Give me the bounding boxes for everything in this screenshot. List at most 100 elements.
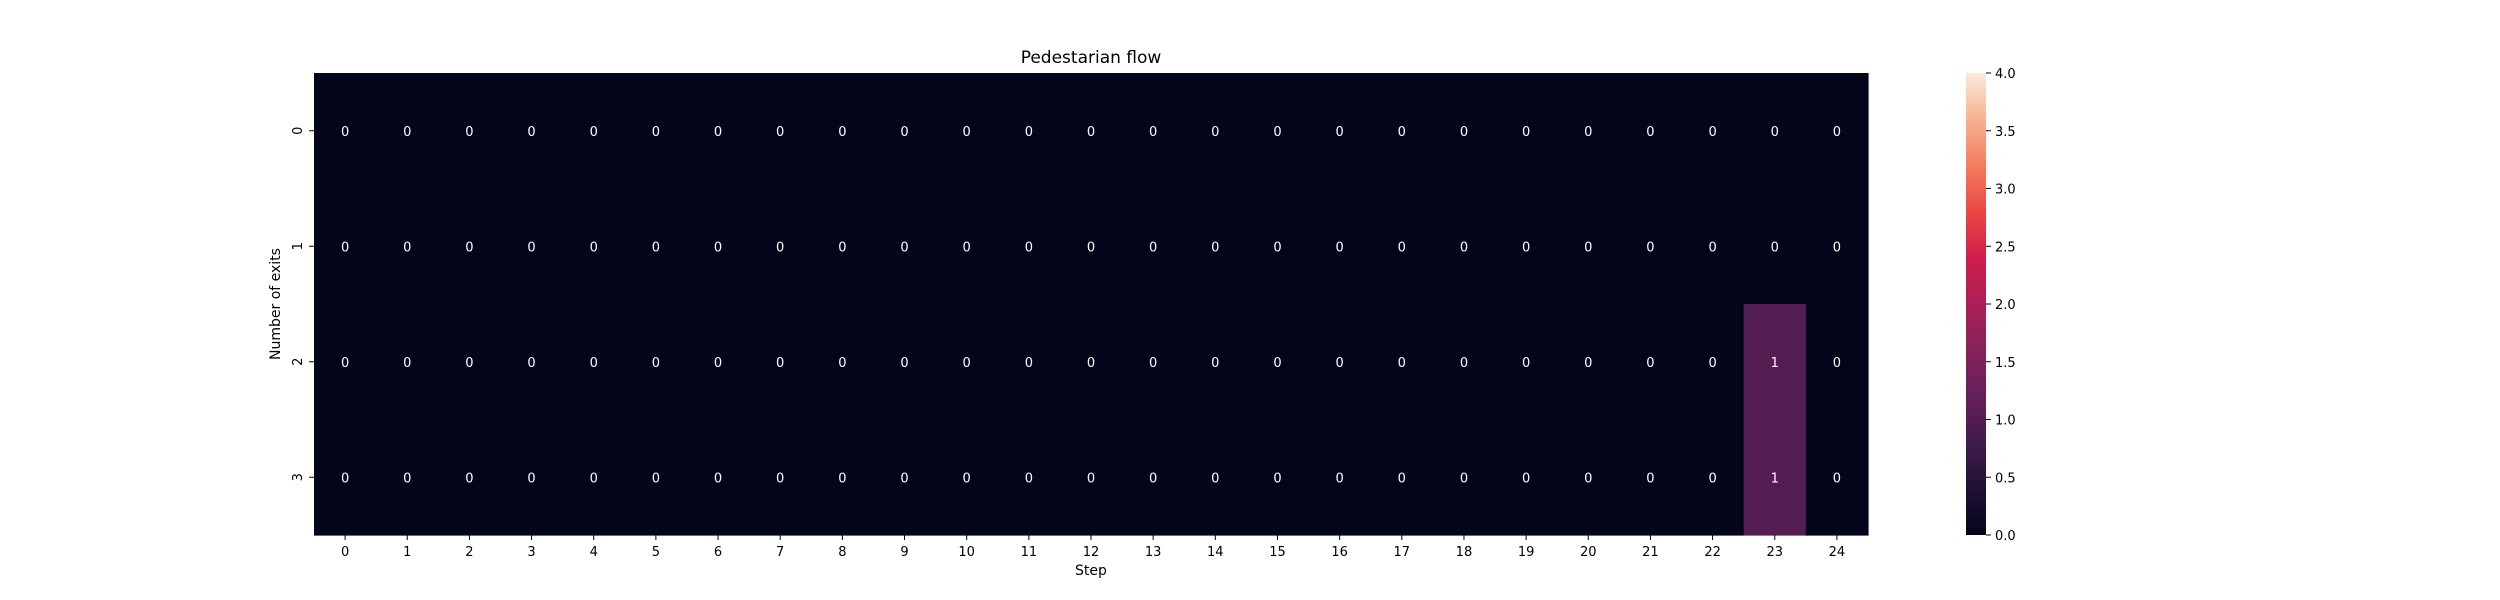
cell-value-label: 0 (1522, 240, 1530, 255)
cell-value-label: 0 (1087, 356, 1095, 371)
cell-value-label: 0 (527, 125, 535, 140)
cell-value-label: 0 (1273, 240, 1281, 255)
cell-value-label: 0 (1398, 125, 1406, 140)
heatmap-cell (1432, 73, 1496, 190)
heatmap-cell (376, 73, 439, 190)
heatmap-cell (1059, 419, 1123, 536)
cell-value-label: 0 (714, 240, 722, 255)
cell-value-label: 0 (838, 471, 846, 486)
cell-value-label: 0 (652, 125, 660, 140)
cell-value-label: 0 (900, 125, 908, 140)
colorbar-tick-label: 2.0 (1995, 298, 2016, 313)
cell-value-label: 0 (341, 240, 349, 255)
x-tick-label: 9 (900, 545, 908, 560)
heatmap-cell (1743, 419, 1807, 536)
cell-value-label: 0 (1273, 125, 1281, 140)
x-tick-label: 8 (838, 545, 846, 560)
cell-value-label: 0 (1398, 240, 1406, 255)
heatmap-cell (624, 188, 688, 305)
cell-value-label: 0 (1025, 356, 1033, 371)
heatmap-cell (562, 73, 626, 190)
x-tick-label: 1 (403, 545, 411, 560)
cell-value-label: 0 (1584, 356, 1592, 371)
cell-value-label: 0 (403, 125, 411, 140)
heatmap-cell (500, 73, 564, 190)
cell-value-label: 0 (1522, 125, 1530, 140)
heatmap-cell (500, 304, 564, 421)
cell-value-label: 0 (590, 125, 598, 140)
cell-value-label: 0 (963, 471, 971, 486)
cell-value-label: 0 (1460, 240, 1468, 255)
x-tick-label: 24 (1829, 545, 1846, 560)
heatmap-cell (811, 304, 875, 421)
cell-value-label: 0 (1584, 471, 1592, 486)
cell-value-label: 0 (776, 240, 784, 255)
cell-value-label: 0 (1211, 240, 1219, 255)
x-tick-label: 20 (1580, 545, 1597, 560)
cell-value-label: 0 (1273, 356, 1281, 371)
cell-value-label: 0 (1398, 356, 1406, 371)
heatmap-cell (1059, 188, 1123, 305)
cell-value-label: 0 (1211, 356, 1219, 371)
heatmap-cell (376, 419, 439, 536)
cell-value-label: 0 (963, 356, 971, 371)
heatmap-cell (1805, 73, 1869, 190)
cell-value-label: 0 (1584, 240, 1592, 255)
cell-value-label: 0 (652, 356, 660, 371)
colorbar-ticks: 0.0 0.5 1.0 1.5 2.0 2.5 3.0 3.5 4.0 (1986, 67, 2016, 544)
cell-value-label: 0 (1025, 125, 1033, 140)
x-tick-label: 4 (590, 545, 598, 560)
heatmap-cell (1122, 188, 1185, 305)
heatmap-cell (1059, 73, 1123, 190)
colorbar-tick-label: 1.0 (1995, 414, 2016, 429)
heatmap-cell (1681, 419, 1745, 536)
colorbar (1966, 73, 1986, 535)
heatmap-cell (1495, 73, 1558, 190)
colorbar-tick-label: 3.0 (1995, 183, 2016, 198)
heatmap-cell (997, 304, 1061, 421)
cell-value-label: 0 (1833, 471, 1841, 486)
chart-title: Pedestarian flow (1021, 48, 1162, 68)
heatmap-cell (1308, 188, 1372, 305)
heatmap-cell (1619, 188, 1683, 305)
heatmap-cell (935, 73, 999, 190)
heatmap-cell (1308, 73, 1372, 190)
heatmap-cell (438, 188, 502, 305)
heatmap-cell (438, 304, 502, 421)
x-tick-label: 21 (1642, 545, 1659, 560)
heatmap-cell (562, 419, 626, 536)
heatmap-cell (686, 304, 750, 421)
heatmap-cell (376, 304, 439, 421)
heatmap-cell (1743, 188, 1807, 305)
heatmap-cell (438, 419, 502, 536)
heatmap-cell (624, 419, 688, 536)
cell-value-label: 0 (1708, 240, 1716, 255)
heatmap-cell (1743, 304, 1807, 421)
heatmap-cell (1122, 73, 1185, 190)
x-tick-label: 22 (1704, 545, 1721, 560)
colorbar-tick-label: 0.0 (1995, 529, 2016, 544)
heatmap-cell (749, 419, 812, 536)
cell-value-label: 0 (1087, 471, 1095, 486)
heatmap-cell (686, 419, 750, 536)
heatmap-cell (1432, 188, 1496, 305)
cell-value-label: 0 (1460, 471, 1468, 486)
heatmap-cell-labels: 0 0 0 0 0 0 0 0 0 0 0 0 0 0 0 0 0 0 0 0 0 0 0 0 0 0 0 0 0 0 0 0 0 0 0 0 0 0 0 0… (341, 125, 1841, 487)
cell-value-label: 0 (1646, 240, 1654, 255)
x-tick-label: 14 (1207, 545, 1224, 560)
heatmap-cell (1246, 188, 1310, 305)
heatmap-cell (624, 304, 688, 421)
heatmap-cell (997, 73, 1061, 190)
heatmap-cell (1432, 304, 1496, 421)
heatmap-cell (500, 188, 564, 305)
heatmap-cell (1743, 73, 1807, 190)
cell-value-label: 0 (1708, 125, 1716, 140)
cell-value-label: 0 (403, 356, 411, 371)
cell-value-label: 0 (590, 240, 598, 255)
colorbar-tick-label: 3.5 (1995, 125, 2016, 140)
cell-value-label: 0 (1335, 356, 1343, 371)
heatmap-cell (935, 304, 999, 421)
colorbar-tick-label: 0.5 (1995, 471, 2016, 486)
heatmap-cell (1805, 304, 1869, 421)
